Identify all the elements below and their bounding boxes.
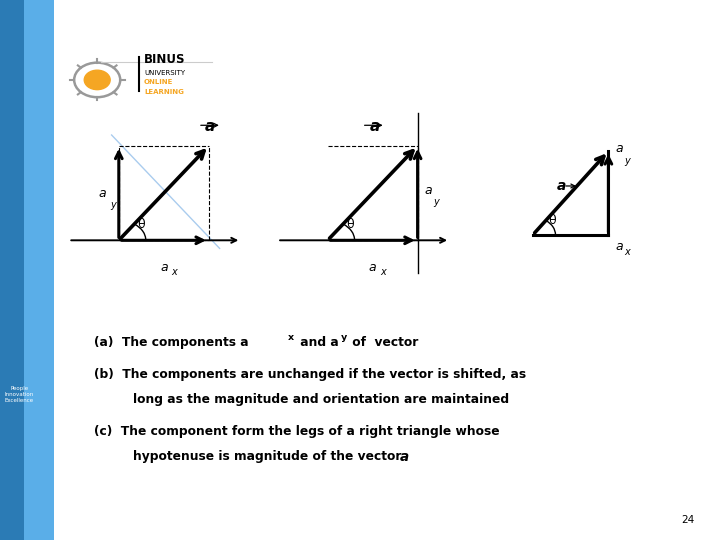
Text: a: a	[98, 186, 106, 200]
Text: y: y	[433, 197, 439, 207]
Text: People
Innovation
Excellence: People Innovation Excellence	[5, 386, 34, 402]
Text: LEARNING: LEARNING	[144, 89, 184, 95]
Text: x: x	[171, 267, 176, 278]
Text: y: y	[624, 156, 630, 166]
Text: and a: and a	[296, 336, 338, 349]
Bar	[0, 0, 54, 540]
Text: (a)  The components a: (a) The components a	[94, 336, 248, 349]
Text: ONLINE: ONLINE	[144, 79, 174, 85]
Text: (b)  The components are unchanged if the vector is shifted, as: (b) The components are unchanged if the …	[94, 368, 526, 381]
Text: y: y	[110, 199, 116, 210]
Text: a: a	[400, 450, 409, 464]
Text: a: a	[557, 179, 566, 193]
Text: x: x	[288, 333, 294, 342]
Text: a: a	[616, 240, 624, 253]
Text: θ: θ	[346, 218, 354, 231]
Text: θ: θ	[549, 213, 557, 227]
Text: (c)  The component form the legs of a right triangle whose: (c) The component form the legs of a rig…	[94, 425, 499, 438]
Circle shape	[84, 70, 110, 90]
Text: UNIVERSITY: UNIVERSITY	[144, 70, 185, 76]
Text: x: x	[624, 247, 630, 257]
Text: a: a	[369, 119, 380, 134]
Text: a: a	[205, 119, 215, 134]
Text: a: a	[425, 184, 433, 197]
Text: x: x	[380, 267, 385, 278]
Text: y: y	[341, 333, 347, 342]
Text: long as the magnitude and orientation are maintained: long as the magnitude and orientation ar…	[133, 394, 509, 407]
Text: θ: θ	[138, 218, 145, 231]
Bar	[0, 0, 24, 540]
Text: 24: 24	[682, 515, 695, 525]
Text: BINUS: BINUS	[144, 53, 186, 66]
Text: hypotenuse is magnitude of the vector: hypotenuse is magnitude of the vector	[133, 450, 406, 463]
Text: a: a	[616, 142, 624, 155]
Text: a: a	[369, 261, 377, 274]
Text: of  vector: of vector	[348, 336, 418, 349]
Text: a: a	[160, 261, 168, 274]
